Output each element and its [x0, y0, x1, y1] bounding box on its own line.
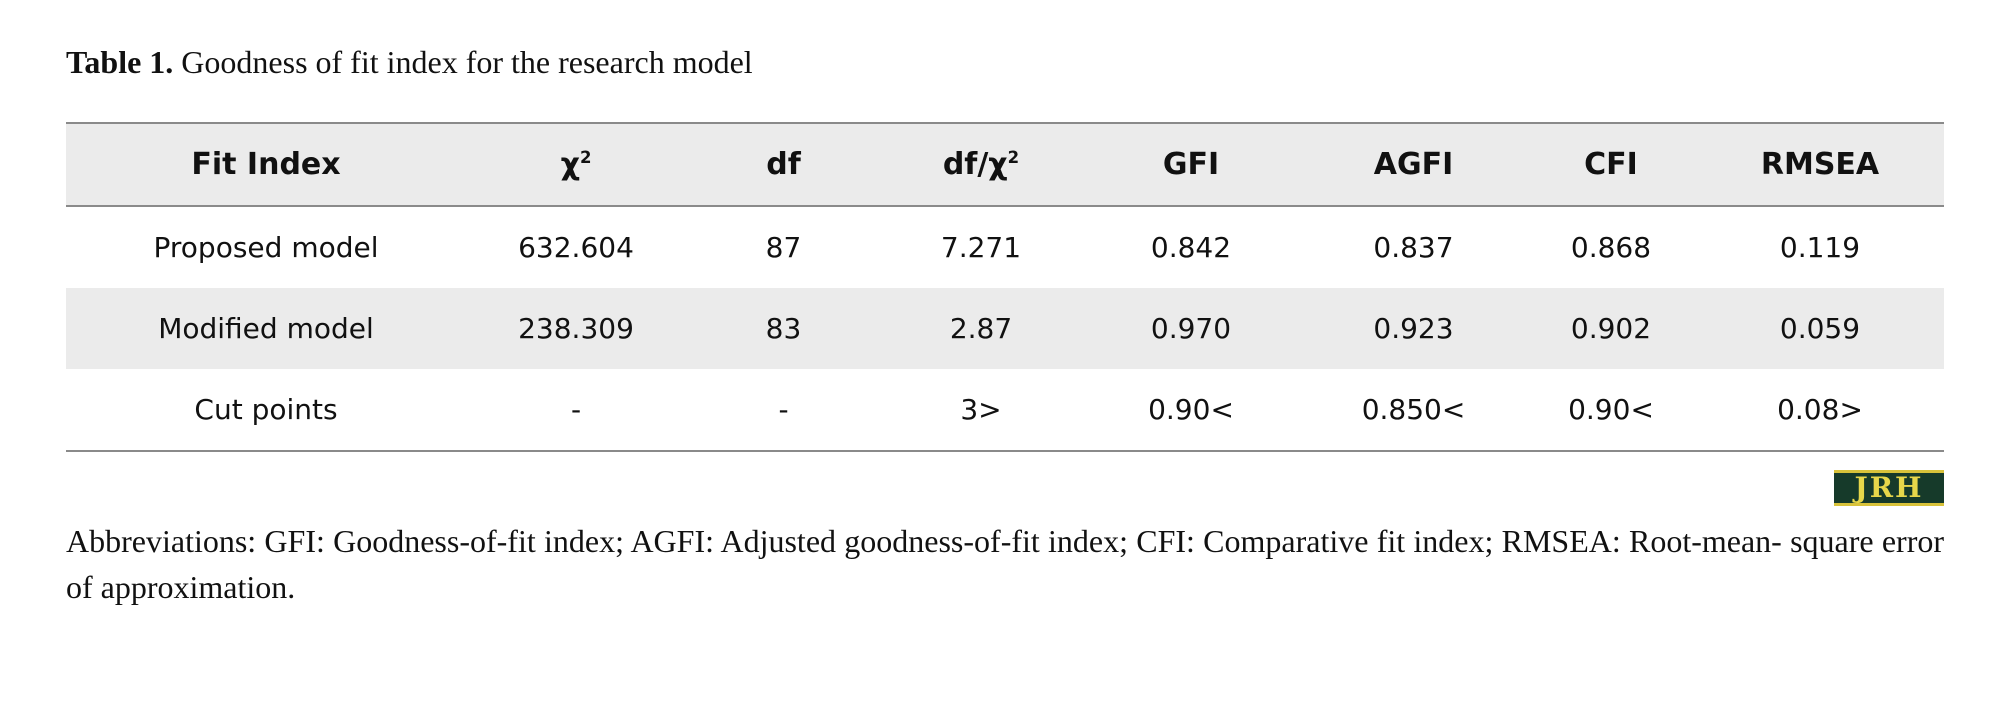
table-caption-text: Goodness of fit index for the research m… [173, 44, 753, 80]
journal-logo: JRH [1834, 470, 1944, 506]
cell-chi-square: 632.604 [518, 231, 634, 264]
header-chi-symbol: χ [560, 147, 580, 182]
cell-df: 83 [765, 312, 802, 345]
header-rmsea: RMSEA [1760, 147, 1880, 182]
table-row: Modified model 238.309 83 2.87 0.970 0.9… [66, 288, 1944, 369]
header-cfi: CFI [1584, 147, 1638, 182]
cell-model: Proposed model [153, 231, 379, 264]
cell-gfi: 0.842 [1150, 231, 1232, 264]
cell-agfi: 0.850< [1361, 393, 1466, 426]
cell-model: Cut points [194, 393, 338, 426]
cell-agfi: 0.923 [1373, 312, 1454, 345]
table-header-row: Fit Index χ2 df df/χ2 GFI AGFI CFI RMSEA [66, 123, 1944, 206]
abbreviations-note: Abbreviations: GFI: Goodness-of-fit inde… [66, 523, 1944, 605]
cell-model: Modified model [158, 312, 374, 345]
cell-cfi: 0.868 [1570, 231, 1652, 264]
header-agfi: AGFI [1373, 147, 1454, 182]
header-fit-index: Fit Index [191, 147, 341, 182]
cell-cfi: 0.902 [1570, 312, 1652, 345]
cell-df-chi-square: 7.271 [940, 231, 1022, 264]
table-row: Proposed model 632.604 87 7.271 0.842 0.… [66, 206, 1944, 288]
fit-index-table: Fit Index χ2 df df/χ2 GFI AGFI CFI RMSEA… [66, 122, 1944, 452]
header-chi-exponent: 2 [579, 148, 592, 167]
cell-rmsea: 0.059 [1779, 312, 1861, 345]
cell-agfi: 0.837 [1373, 231, 1454, 264]
header-df-chi-exponent: 2 [1007, 148, 1020, 167]
cell-df: - [778, 393, 789, 426]
cell-chi-square: 238.309 [518, 312, 634, 345]
cell-df-chi-square: 3> [960, 393, 1002, 426]
cell-chi-square: - [570, 393, 582, 426]
cell-gfi: 0.90< [1148, 393, 1234, 426]
cell-rmsea: 0.119 [1779, 231, 1861, 264]
table-caption-label: Table 1. [66, 44, 174, 80]
cell-rmsea: 0.08> [1777, 393, 1863, 426]
header-df-chi-square: df/χ2 [881, 123, 1081, 206]
cell-gfi: 0.970 [1150, 312, 1232, 345]
header-df-chi-prefix: df/χ [942, 147, 1008, 182]
header-gfi: GFI [1162, 147, 1220, 182]
header-df: df [766, 147, 801, 182]
cell-df: 87 [765, 231, 802, 264]
header-chi-square: χ2 [466, 123, 686, 206]
cell-df-chi-square: 2.87 [949, 312, 1013, 345]
cell-cfi: 0.90< [1568, 393, 1654, 426]
table-caption: Table 1. Goodness of fit index for the r… [66, 44, 753, 81]
journal-logo-text: JRH [1854, 471, 1924, 504]
table-row: Cut points - - 3> 0.90< 0.850< 0.90< 0.0… [66, 369, 1944, 451]
